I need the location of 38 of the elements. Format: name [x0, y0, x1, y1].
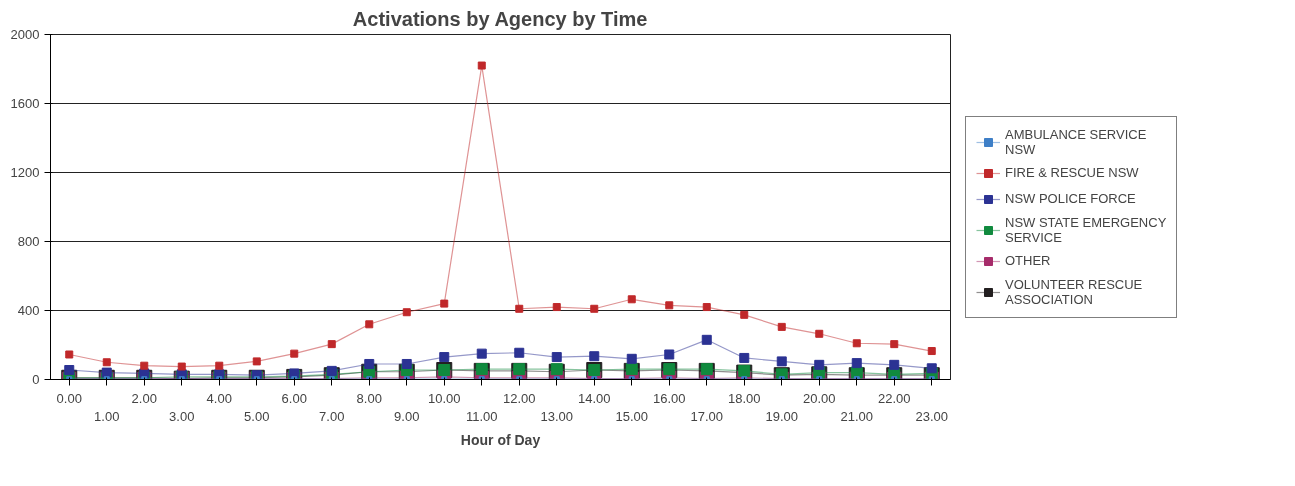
x-tick-label: 5.00: [244, 408, 270, 424]
x-tick-label: 7.00: [319, 408, 345, 424]
legend-label: VOLUNTEER RESCUE ASSOCIATION: [1005, 276, 1143, 307]
x-axis-title: Hour of Day: [460, 431, 541, 448]
legend-label: NSW POLICE FORCE: [1005, 191, 1136, 206]
legend-label: FIRE & RESCUE NSW: [1005, 165, 1139, 180]
x-tick-label: 13.00: [540, 408, 574, 424]
x-tick-label: 23.00: [915, 408, 949, 424]
x-tick-label: 22.00: [877, 390, 911, 406]
x-tick-label: 15.00: [615, 408, 649, 424]
y-tick-label: 0: [32, 372, 40, 387]
x-tick-label: 20.00: [802, 390, 836, 406]
x-tick-label: 16.00: [652, 390, 686, 406]
x-tick-label: 2.00: [131, 390, 157, 406]
legend-label: AMBULANCE SERVICE NSW: [1005, 126, 1147, 157]
x-tick-label: 1.00: [94, 408, 120, 424]
x-tick-label: 8.00: [356, 390, 382, 406]
legend-label: NSW STATE EMERGENCY SERVICE: [1005, 214, 1167, 245]
x-tick-label: 10.00: [427, 390, 461, 406]
x-tick-label: 11.00: [465, 408, 498, 424]
y-tick-label: 1600: [10, 96, 40, 111]
x-tick-label: 6.00: [281, 390, 307, 406]
x-tick-label: 19.00: [765, 408, 799, 424]
x-tick-label: 17.00: [690, 408, 724, 424]
x-tick-label: 9.00: [394, 408, 420, 424]
x-tick-label: 4.00: [206, 390, 232, 406]
x-tick-label: 0.00: [56, 390, 82, 406]
x-tick-label: 3.00: [169, 408, 195, 424]
x-tick-label: 18.00: [727, 390, 761, 406]
x-tick-label: 21.00: [840, 408, 874, 424]
chart-title: Activations by Agency by Time: [352, 7, 648, 30]
y-tick-label: 400: [17, 303, 40, 318]
y-tick-label: 2000: [10, 27, 40, 42]
x-tick-label: 12.00: [502, 390, 536, 406]
legend-label: OTHER: [1005, 253, 1051, 268]
y-tick-label: 1200: [10, 165, 40, 180]
x-tick-label: 14.00: [577, 390, 611, 406]
y-tick-label: 800: [17, 234, 40, 249]
